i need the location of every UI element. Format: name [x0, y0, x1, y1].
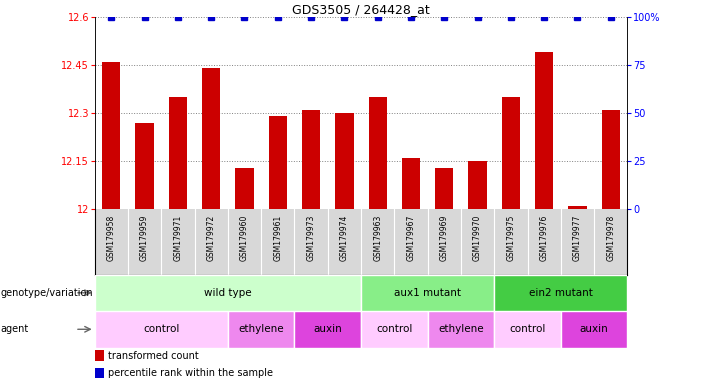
- Bar: [95, 351, 104, 361]
- Text: GSM179960: GSM179960: [240, 215, 249, 261]
- Bar: [435, 168, 454, 209]
- Text: ethylene: ethylene: [238, 324, 284, 334]
- Text: control: control: [376, 324, 412, 334]
- Bar: [169, 97, 187, 209]
- Bar: [102, 62, 121, 209]
- Text: GSM179967: GSM179967: [407, 215, 416, 261]
- Text: GSM179969: GSM179969: [440, 215, 449, 261]
- Title: GDS3505 / 264428_at: GDS3505 / 264428_at: [292, 3, 430, 16]
- Bar: [95, 275, 361, 311]
- Text: auxin: auxin: [313, 324, 342, 334]
- Bar: [202, 68, 220, 209]
- Text: wild type: wild type: [204, 288, 252, 298]
- Bar: [95, 311, 228, 348]
- Text: GSM179959: GSM179959: [140, 215, 149, 261]
- Text: GSM179970: GSM179970: [473, 215, 482, 261]
- Text: GSM179973: GSM179973: [306, 215, 315, 261]
- Bar: [335, 113, 353, 209]
- Text: aux1 mutant: aux1 mutant: [394, 288, 461, 298]
- Text: GSM179972: GSM179972: [207, 215, 216, 261]
- Text: agent: agent: [1, 324, 29, 334]
- Text: control: control: [143, 324, 179, 334]
- Bar: [302, 110, 320, 209]
- Bar: [502, 97, 520, 209]
- Text: genotype/variation: genotype/variation: [1, 288, 93, 298]
- Text: control: control: [510, 324, 545, 334]
- Text: ethylene: ethylene: [438, 324, 484, 334]
- Bar: [268, 116, 287, 209]
- Bar: [369, 97, 387, 209]
- Bar: [468, 161, 486, 209]
- Bar: [228, 311, 294, 348]
- Bar: [294, 311, 361, 348]
- Text: transformed count: transformed count: [108, 351, 198, 361]
- Text: GSM179978: GSM179978: [606, 215, 615, 261]
- Text: percentile rank within the sample: percentile rank within the sample: [108, 368, 273, 378]
- Bar: [402, 158, 420, 209]
- Bar: [361, 275, 494, 311]
- Bar: [95, 367, 104, 378]
- Bar: [535, 53, 553, 209]
- Text: GSM179963: GSM179963: [373, 215, 382, 261]
- Bar: [361, 311, 428, 348]
- Bar: [428, 311, 494, 348]
- Text: ein2 mutant: ein2 mutant: [529, 288, 593, 298]
- Bar: [561, 311, 627, 348]
- Bar: [494, 311, 561, 348]
- Text: GSM179974: GSM179974: [340, 215, 349, 261]
- Bar: [601, 110, 620, 209]
- Bar: [569, 206, 587, 209]
- Bar: [494, 275, 627, 311]
- Bar: [135, 123, 154, 209]
- Text: auxin: auxin: [580, 324, 608, 334]
- Text: GSM179976: GSM179976: [540, 215, 549, 261]
- Text: GSM179975: GSM179975: [506, 215, 515, 261]
- Text: GSM179958: GSM179958: [107, 215, 116, 261]
- Text: GSM179961: GSM179961: [273, 215, 283, 261]
- Text: GSM179971: GSM179971: [173, 215, 182, 261]
- Text: GSM179977: GSM179977: [573, 215, 582, 261]
- Bar: [236, 168, 254, 209]
